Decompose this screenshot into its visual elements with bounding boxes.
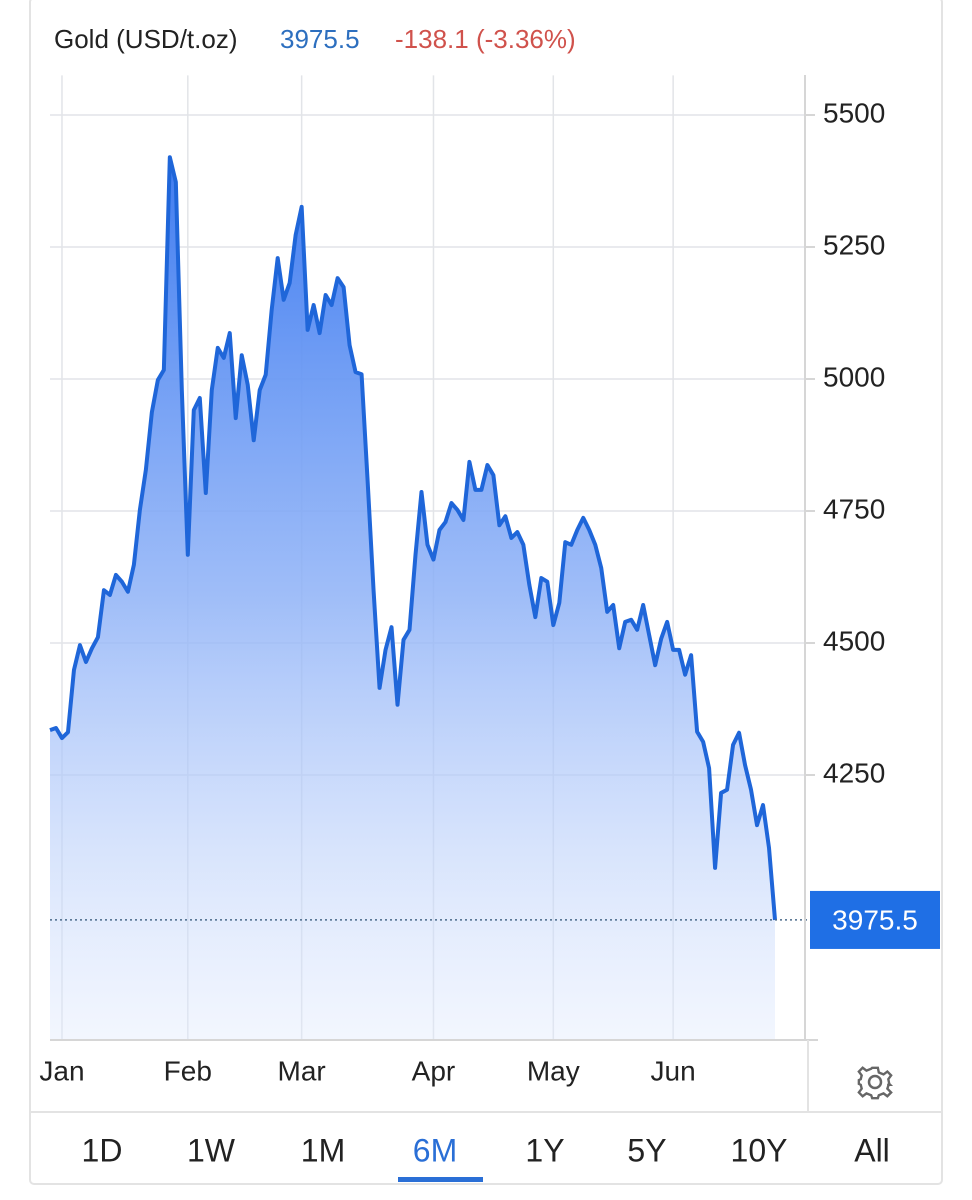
range-tab[interactable]: 1W	[187, 1132, 236, 1168]
price: 3975.5	[280, 24, 360, 54]
range-tab[interactable]: 1M	[301, 1132, 345, 1168]
plot: 4250 4500 4750 5000 5250 5500 Jan Feb Mar Apr May J…	[39, 75, 940, 1086]
range-tab[interactable]: 1D	[82, 1132, 123, 1168]
price-line	[49, 155, 777, 921]
x-tick-label: Jun	[651, 1055, 696, 1086]
y-tick-label: 5500	[823, 97, 885, 128]
range-tab[interactable]: 10Y	[731, 1132, 788, 1168]
y-tick-label: 4500	[823, 625, 885, 656]
change: -138.1 (-3.36%)	[395, 24, 576, 54]
last-price-label: 3975.5	[832, 904, 918, 935]
y-tick-label: 4250	[823, 757, 885, 788]
y-tick-label: 5000	[823, 361, 885, 392]
chart-title: Gold (USD/t.oz)	[54, 24, 238, 54]
x-tick-label: May	[527, 1055, 580, 1086]
range-tab[interactable]: 5Y	[627, 1132, 666, 1168]
x-tick-label: Apr	[412, 1055, 456, 1086]
last-price-box	[810, 890, 940, 949]
range-tabs: 1D 1W 1M 6M 1Y 5Y 10Y All	[82, 1132, 890, 1182]
range-tab[interactable]: 6M	[413, 1132, 457, 1168]
header: Gold (USD/t.oz) 3975.5 -138.1 (-3.36%)	[54, 24, 576, 54]
y-tick-label: 5250	[823, 229, 885, 260]
y-tick-label: 4750	[823, 493, 885, 524]
selected-underline	[398, 1177, 483, 1182]
settings-icon[interactable]	[857, 1066, 894, 1100]
range-tab[interactable]: All	[854, 1132, 890, 1168]
range-tab[interactable]: 1Y	[525, 1132, 564, 1168]
x-tick-label: Feb	[164, 1055, 212, 1086]
x-tick-label: Jan	[39, 1055, 84, 1086]
x-tick-label: Mar	[278, 1055, 326, 1086]
